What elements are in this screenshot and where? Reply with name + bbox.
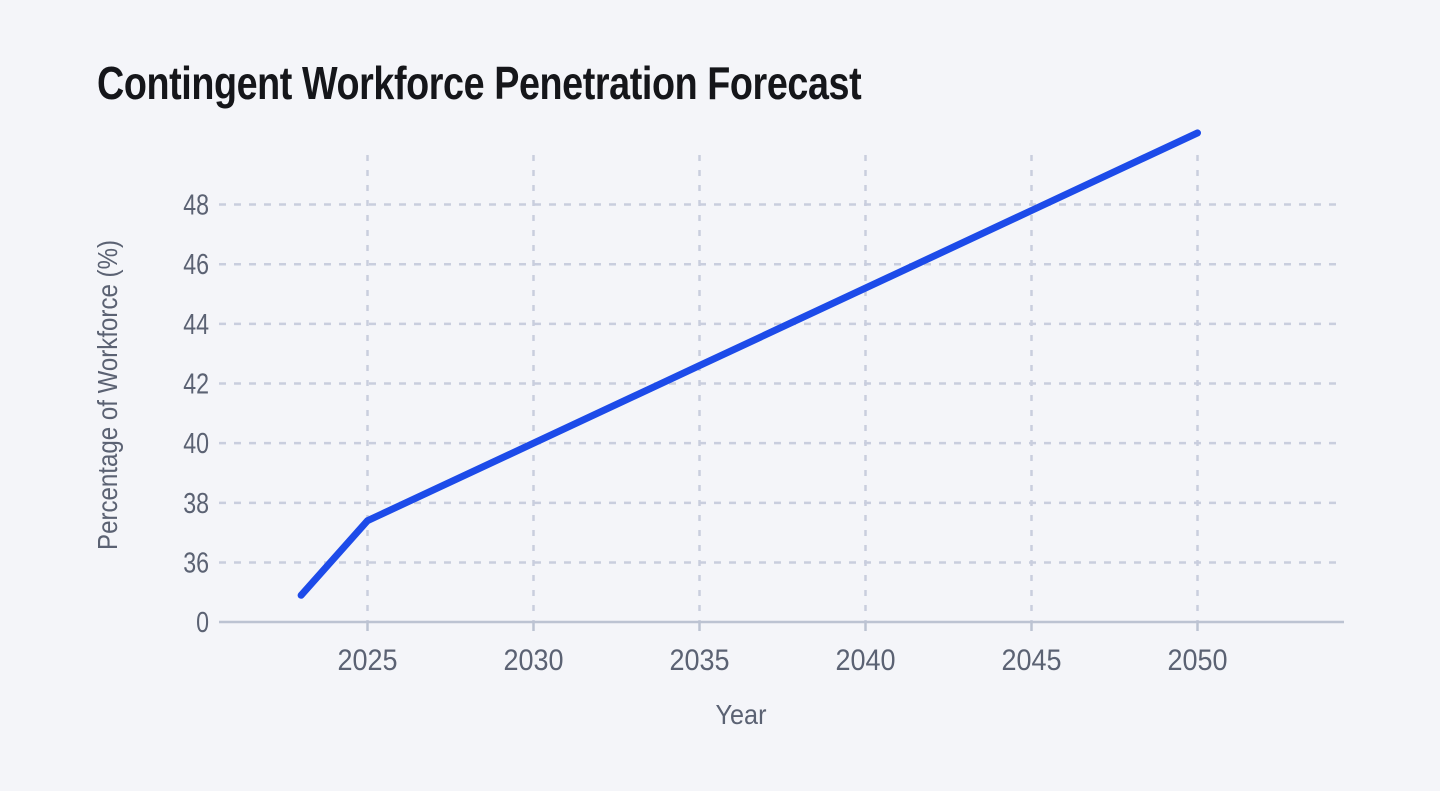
forecast-line xyxy=(297,129,1201,599)
y-tick-label: 36 xyxy=(183,546,209,579)
y-tick-label: 48 xyxy=(183,188,209,221)
y-axis-label: Percentage of Workforce (%) xyxy=(91,240,123,550)
x-tick-label: 2040 xyxy=(835,644,895,678)
y-tick-label: 44 xyxy=(183,307,209,340)
x-tick-label: 2035 xyxy=(669,644,729,678)
x-tick-label: 2050 xyxy=(1167,644,1227,678)
x-tick-label: 2025 xyxy=(337,644,397,678)
x-tick-label: 2045 xyxy=(1001,644,1061,678)
y-tick-label: 0 xyxy=(196,605,209,638)
y-tick-label: 46 xyxy=(183,248,209,281)
x-tick-label: 2030 xyxy=(503,644,563,678)
x-axis-label: Year xyxy=(716,699,767,731)
chart-title: Contingent Workforce Penetration Forecas… xyxy=(97,57,862,109)
y-tick-label: 38 xyxy=(183,486,209,519)
y-tick-label: 40 xyxy=(183,427,209,460)
y-tick-label: 42 xyxy=(183,367,209,400)
